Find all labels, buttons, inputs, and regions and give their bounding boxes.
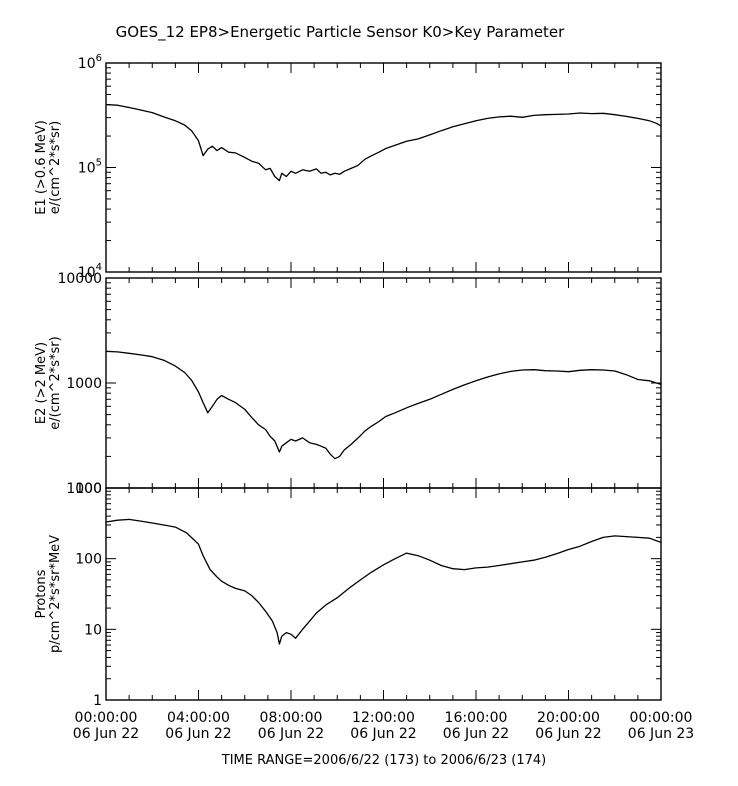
y-axis-label: p/cm^2*s*sr*MeV [48,535,63,653]
series-line [105,518,662,645]
y-tick-label: 1 [93,693,102,709]
series-line [105,103,662,182]
x-tick-date-label: 06 Jun 22 [73,726,139,742]
x-tick-date-label: 06 Jun 22 [350,726,416,742]
x-tick-label: 20:00:00 [537,710,600,726]
time-range-label: TIME RANGE=2006/6/22 (173) to 2006/6/23 … [221,753,546,768]
y-tick-label: 10000 [57,271,102,287]
y-tick-label: 106 [78,53,102,72]
y-tick-label: 10 [84,622,102,638]
y-axis-label: e/(cm^2*s*sr) [48,336,63,429]
x-tick-date-label: 06 Jun 22 [535,726,601,742]
y-tick-label: 1000 [66,376,102,392]
y-tick-label: 100 [75,481,102,497]
x-tick-label: 00:00:00 [75,710,138,726]
y-tick-label: 100 [75,552,102,568]
plot-frame [105,277,662,489]
chart-title: GOES_12 EP8>Energetic Particle Sensor K0… [116,23,566,42]
plot-frame [105,487,662,701]
x-tick-date-label: 06 Jun 22 [258,726,324,742]
x-tick-label: 16:00:00 [445,710,508,726]
y-axis-label: E2 (>2 MeV) [34,342,49,424]
y-axis-label: e/(cm^2*s*sr) [48,121,63,214]
plot-frame [105,62,662,273]
x-tick-label: 00:00:00 [630,710,693,726]
series-line [105,350,662,460]
y-axis-label: E1 (>0.6 MeV) [34,120,49,215]
panel-e1: 106 105 104 E1 (>0.6 MeV) e/(cm^2*s*sr) [34,53,662,281]
y-axis-label: Protons [34,569,49,618]
x-tick-date-label: 06 Jun 22 [165,726,231,742]
x-tick-label: 12:00:00 [352,710,415,726]
y-tick-label: 104 [78,262,102,281]
x-tick-date-label: 06 Jun 23 [628,726,694,742]
y-tick-label: 1000 [66,481,102,497]
x-tick-label: 08:00:00 [260,710,323,726]
y-tick-label: 105 [78,158,102,177]
x-tick-date-label: 06 Jun 22 [443,726,509,742]
x-tick-label: 04:00:00 [167,710,230,726]
